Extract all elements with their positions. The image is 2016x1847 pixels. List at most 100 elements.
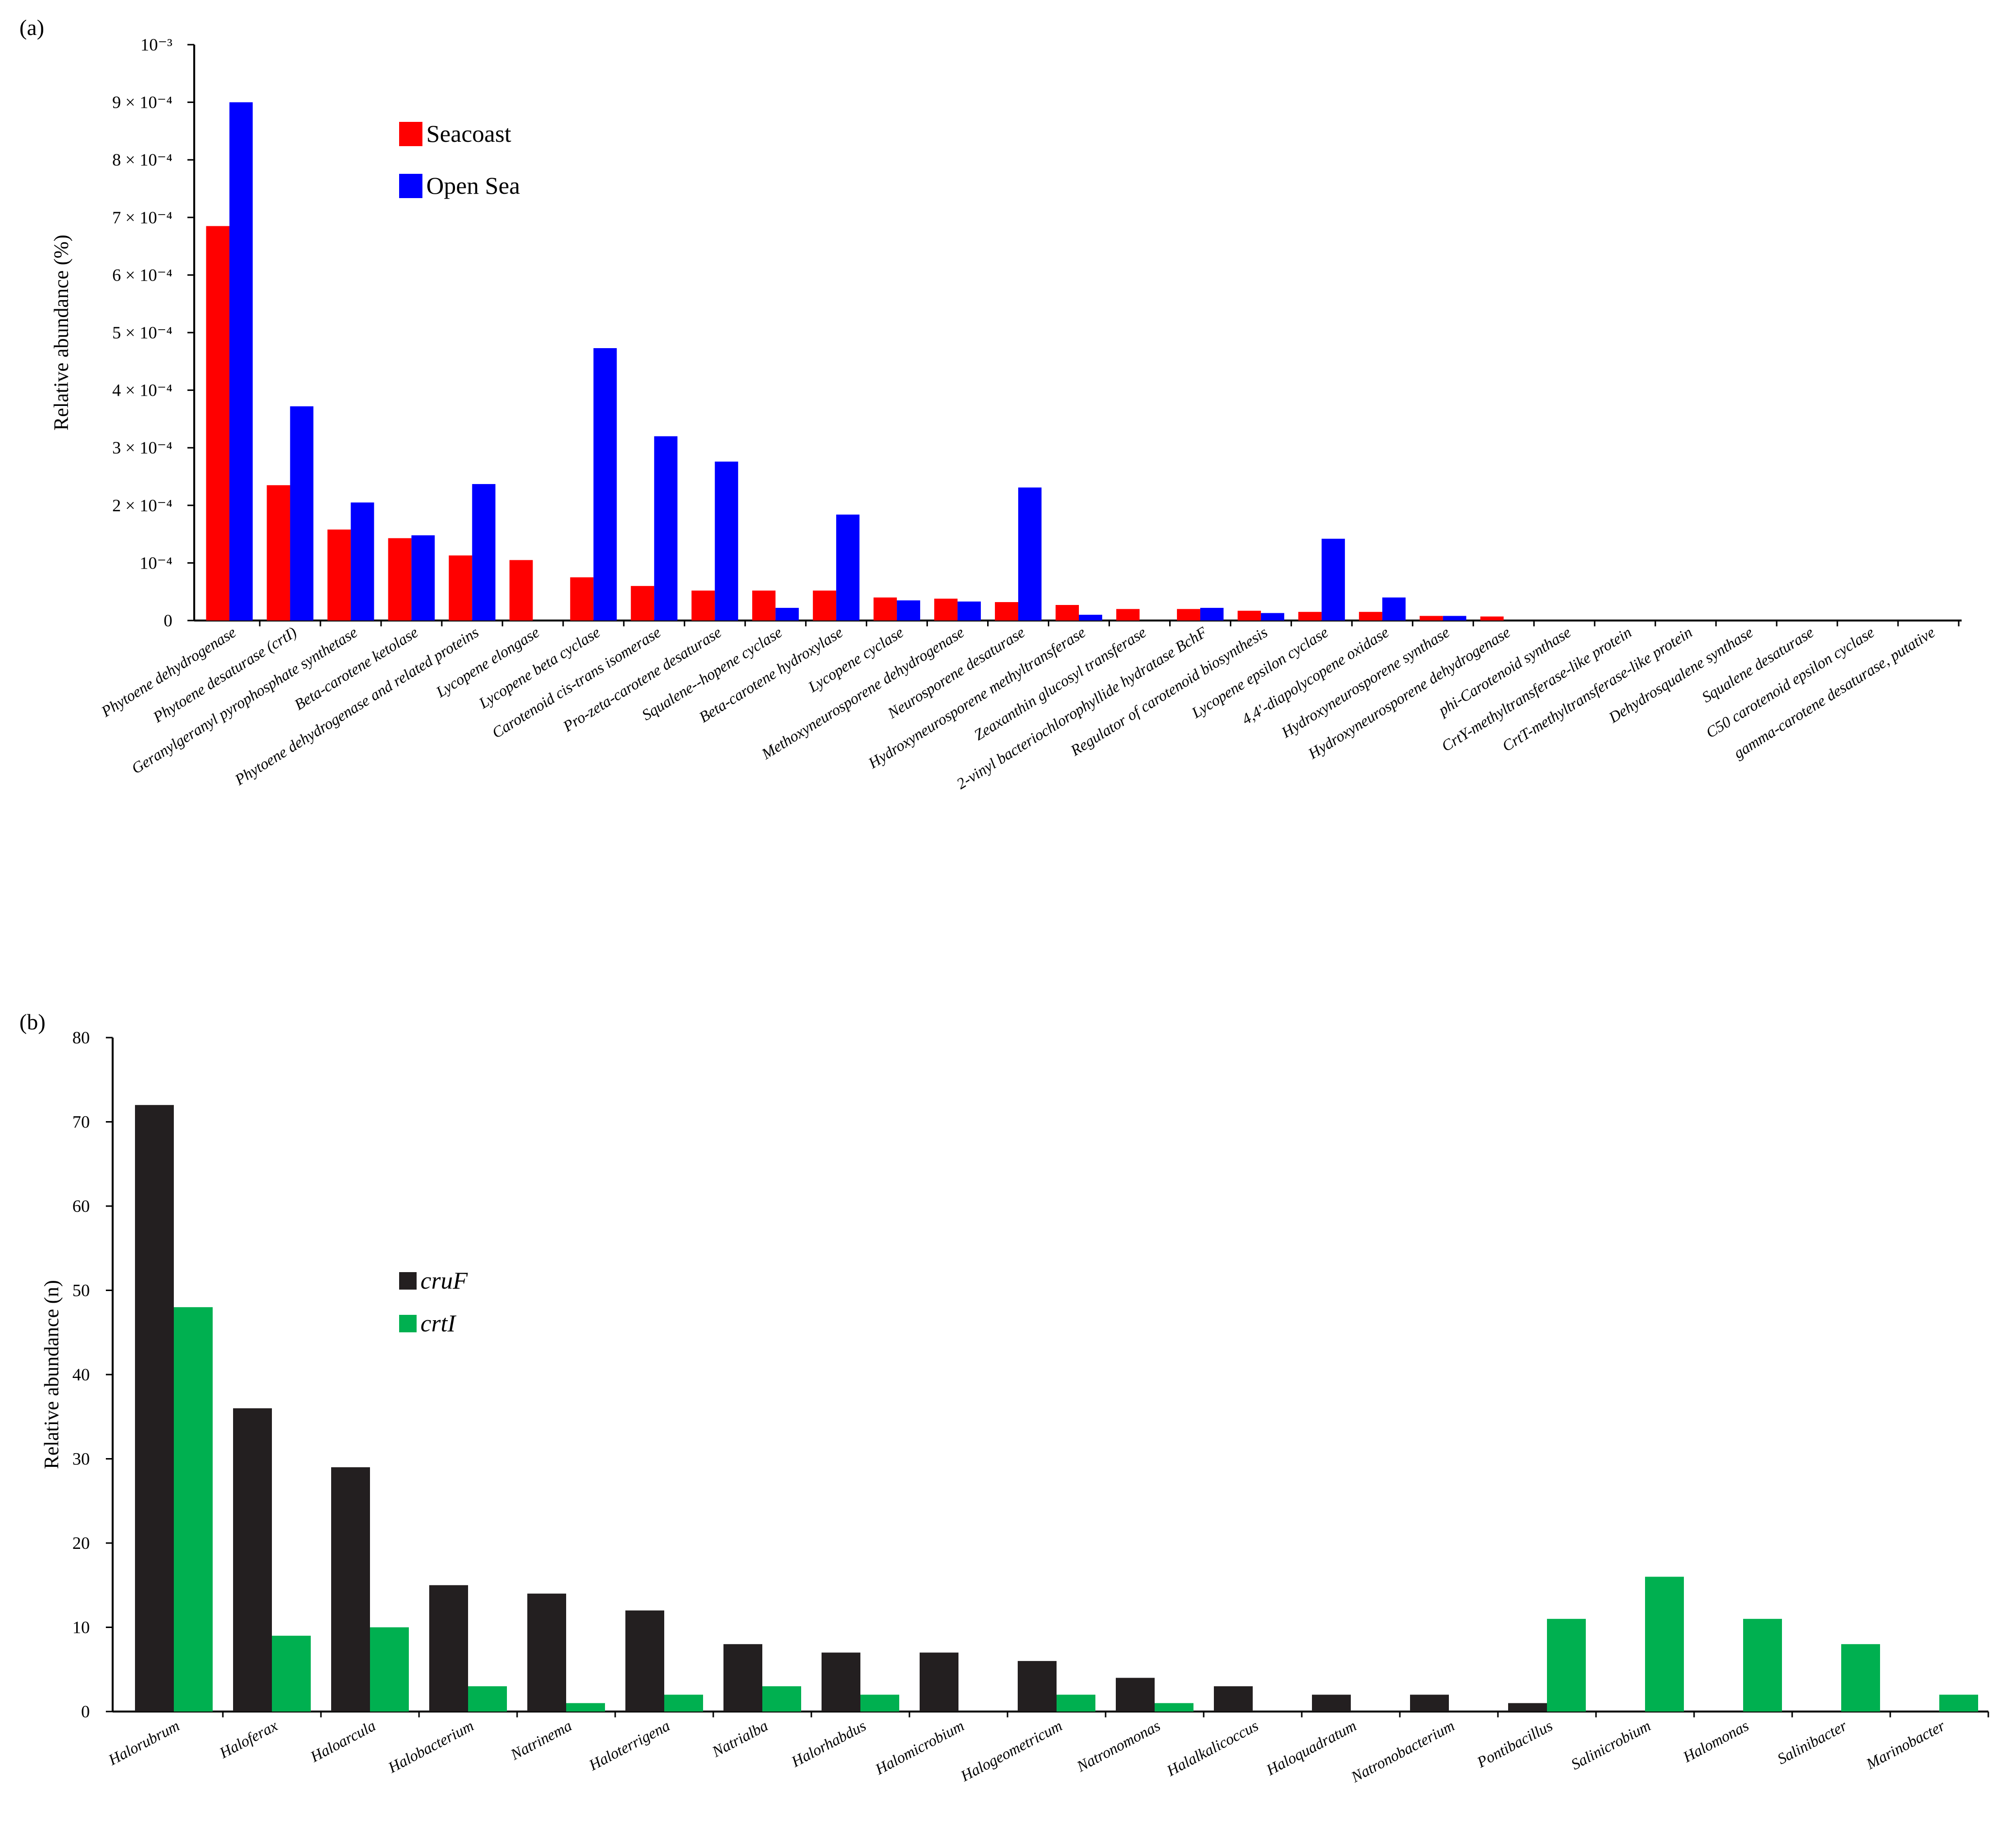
bar-cruf-haloterrigena bbox=[625, 1610, 664, 1712]
panel-b-chart: (b) 0 10 20 30 40 50 60 70 80 Relative abundance (… bbox=[19, 1009, 1989, 1786]
bar-seacoast-regulator-of-carotenoid-biosynthesis bbox=[1237, 610, 1261, 621]
panel-a-chart: (a) 0 10⁻⁴ 2 × 10⁻⁴ 3 × 10⁻⁴ 4 × 10⁻⁴ 5 × 10⁻⁴… bbox=[19, 15, 1962, 792]
bar-open-sea-carotenoid-cis-trans-isomerase bbox=[654, 436, 678, 621]
bar-seacoast-pro-zeta-carotene-desaturase bbox=[691, 590, 715, 621]
category-label-pontibacillus: Pontibacillus bbox=[1474, 1716, 1555, 1771]
y-tick-label: 10⁻³ bbox=[140, 35, 172, 54]
legend-label-crti: crtI bbox=[420, 1310, 457, 1337]
bar-open-sea-beta-carotene-hydroxylase bbox=[836, 514, 860, 621]
y-tick-label: 70 bbox=[72, 1112, 90, 1132]
y-tick-label: 9 × 10⁻⁴ bbox=[112, 93, 172, 112]
category-label-hydroxyneurosporene-methyltransferase: Hydroxyneurosporene methyltransferase bbox=[865, 623, 1089, 772]
bar-cruf-natronobacterium bbox=[1410, 1695, 1449, 1712]
bar-seacoast-2-vinyl-bacteriochlorophyllide-hydratase-bchf bbox=[1176, 609, 1200, 621]
bar-crti-marinobacter bbox=[1939, 1695, 1978, 1712]
y-tick-label: 40 bbox=[72, 1365, 90, 1384]
bar-cruf-haloarcula bbox=[331, 1467, 370, 1712]
bar-seacoast-phytoene-desaturase-crti bbox=[267, 485, 290, 621]
bar-seacoast-geranylgeranyl-pyrophosphate-synthetase bbox=[327, 529, 351, 621]
bar-open-sea-lycopene-cyclase bbox=[897, 600, 921, 621]
category-label-haloquadratum: Haloquadratum bbox=[1263, 1716, 1359, 1779]
y-tick-label: 2 × 10⁻⁴ bbox=[112, 496, 172, 515]
y-axis-label: Relative abundance (%) bbox=[50, 235, 73, 430]
bar-crti-haloterrigena bbox=[664, 1695, 703, 1712]
y-tick-label: 20 bbox=[72, 1533, 90, 1553]
category-label-salinicrobium: Salinicrobium bbox=[1568, 1716, 1653, 1773]
bar-crti-halogeometricum bbox=[1057, 1695, 1095, 1712]
bar-seacoast-beta-carotene-hydroxylase bbox=[813, 590, 837, 621]
bar-open-sea-regulator-of-carotenoid-biosynthesis bbox=[1260, 613, 1284, 621]
category-label-geranylgeranyl-pyrophosphate-synthetase: Geranylgeranyl pyrophosphate synthetase bbox=[128, 623, 360, 777]
bar-crti-pontibacillus bbox=[1547, 1619, 1586, 1712]
category-label-halomonas: Halomonas bbox=[1680, 1716, 1751, 1766]
y-tick-label: 5 × 10⁻⁴ bbox=[112, 323, 172, 342]
y-tick-label: 80 bbox=[72, 1028, 90, 1047]
bar-crti-haloarcula bbox=[370, 1627, 409, 1712]
panel-label: (a) bbox=[19, 15, 44, 40]
bar-open-sea-hydroxyneurosporene-synthase bbox=[1443, 616, 1466, 621]
y-axis-label: Relative abundance (n) bbox=[41, 1280, 63, 1469]
category-label-halogeometricum: Halogeometricum bbox=[957, 1716, 1065, 1785]
bar-open-sea-phytoene-dehydrogenase-and-related-proteins bbox=[472, 484, 496, 621]
bar-open-sea-phytoene-dehydrogenase bbox=[229, 102, 253, 621]
y-tick-label: 3 × 10⁻⁴ bbox=[112, 438, 172, 457]
bar-open-sea-neurosporene-desaturase bbox=[1018, 487, 1042, 621]
bar-seacoast-hydroxyneurosporene-methyltransferase bbox=[1056, 604, 1079, 621]
bar-cruf-halorubrum bbox=[135, 1105, 174, 1712]
bar-cruf-haloferax bbox=[233, 1408, 272, 1712]
bar-cruf-pontibacillus bbox=[1508, 1703, 1547, 1712]
bar-crti-halomonas bbox=[1743, 1619, 1782, 1712]
bar-crti-halorubrum bbox=[174, 1307, 213, 1712]
bar-open-sea-lycopene-epsilon-cyclase bbox=[1321, 538, 1345, 621]
category-label-haloterrigena: Haloterrigena bbox=[586, 1716, 672, 1774]
bar-open-sea-geranylgeranyl-pyrophosphate-synthetase bbox=[351, 502, 374, 621]
bar-cruf-natrinema bbox=[527, 1594, 566, 1712]
bar-seacoast-hydroxyneurosporene-synthase bbox=[1419, 616, 1443, 621]
bar-seacoast-hydroxyneurosporene-dehydrogenase bbox=[1480, 616, 1504, 621]
bar-open-sea-4-4-diapolycopene-oxidase bbox=[1382, 597, 1406, 621]
category-label-natrialba: Natrialba bbox=[709, 1716, 771, 1761]
bar-open-sea-lycopene-beta-cyclase bbox=[593, 348, 617, 621]
panel-label: (b) bbox=[19, 1009, 46, 1034]
bar-cruf-halalkalicoccus bbox=[1214, 1686, 1253, 1712]
category-label-natronobacterium: Natronobacterium bbox=[1348, 1716, 1457, 1786]
y-tick-label: 10 bbox=[72, 1618, 90, 1637]
bar-cruf-halogeometricum bbox=[1018, 1661, 1057, 1712]
y-tick-label: 60 bbox=[72, 1196, 90, 1216]
bar-seacoast-carotenoid-cis-trans-isomerase bbox=[631, 586, 655, 621]
bar-seacoast-4-4-diapolycopene-oxidase bbox=[1359, 612, 1382, 621]
y-tick-label: 0 bbox=[164, 611, 172, 630]
bar-cruf-halorhabdus bbox=[822, 1652, 860, 1712]
y-tick-label: 10⁻⁴ bbox=[139, 553, 172, 572]
bar-cruf-halobacterium bbox=[429, 1585, 468, 1712]
y-tick-label: 30 bbox=[72, 1449, 90, 1469]
category-label-halomicrobium: Halomicrobium bbox=[872, 1716, 967, 1778]
legend-label-seacoast: Seacoast bbox=[426, 120, 511, 147]
bar-seacoast-methoxyneurosporene-dehydrogenase bbox=[934, 598, 958, 621]
bar-cruf-haloquadratum bbox=[1312, 1695, 1351, 1712]
bar-seacoast-squalene-hopene-cyclase bbox=[752, 590, 776, 621]
bar-crti-salinibacter bbox=[1841, 1644, 1880, 1712]
bar-seacoast-zeaxanthin-glucosyl-transferase bbox=[1116, 609, 1140, 621]
bar-crti-halorhabdus bbox=[860, 1695, 899, 1712]
category-label-marinobacter: Marinobacter bbox=[1863, 1716, 1948, 1773]
bar-seacoast-lycopene-cyclase bbox=[874, 597, 897, 621]
legend-label-open-sea: Open Sea bbox=[426, 172, 520, 199]
bar-open-sea-beta-carotene-ketolase bbox=[411, 535, 435, 621]
bar-crti-haloferax bbox=[272, 1635, 311, 1712]
bar-crti-natrinema bbox=[566, 1703, 605, 1712]
bar-seacoast-beta-carotene-ketolase bbox=[388, 538, 412, 621]
category-label-haloarcula: Haloarcula bbox=[307, 1716, 378, 1765]
bar-open-sea-2-vinyl-bacteriochlorophyllide-hydratase-bchf bbox=[1200, 607, 1224, 621]
y-tick-label: 4 × 10⁻⁴ bbox=[112, 381, 172, 400]
category-label-halalkalicoccus: Halalkalicoccus bbox=[1163, 1716, 1261, 1780]
bar-open-sea-squalene-hopene-cyclase bbox=[775, 607, 799, 621]
bar-seacoast-lycopene-elongase bbox=[509, 560, 533, 621]
bar-crti-natrialba bbox=[762, 1686, 801, 1712]
category-label-natrinema: Natrinema bbox=[507, 1716, 575, 1763]
bar-crti-salinicrobium bbox=[1645, 1577, 1684, 1712]
bar-seacoast-lycopene-epsilon-cyclase bbox=[1298, 612, 1322, 621]
y-tick-label: 8 × 10⁻⁴ bbox=[112, 150, 172, 169]
legend-label-cruf: cruF bbox=[420, 1267, 468, 1294]
